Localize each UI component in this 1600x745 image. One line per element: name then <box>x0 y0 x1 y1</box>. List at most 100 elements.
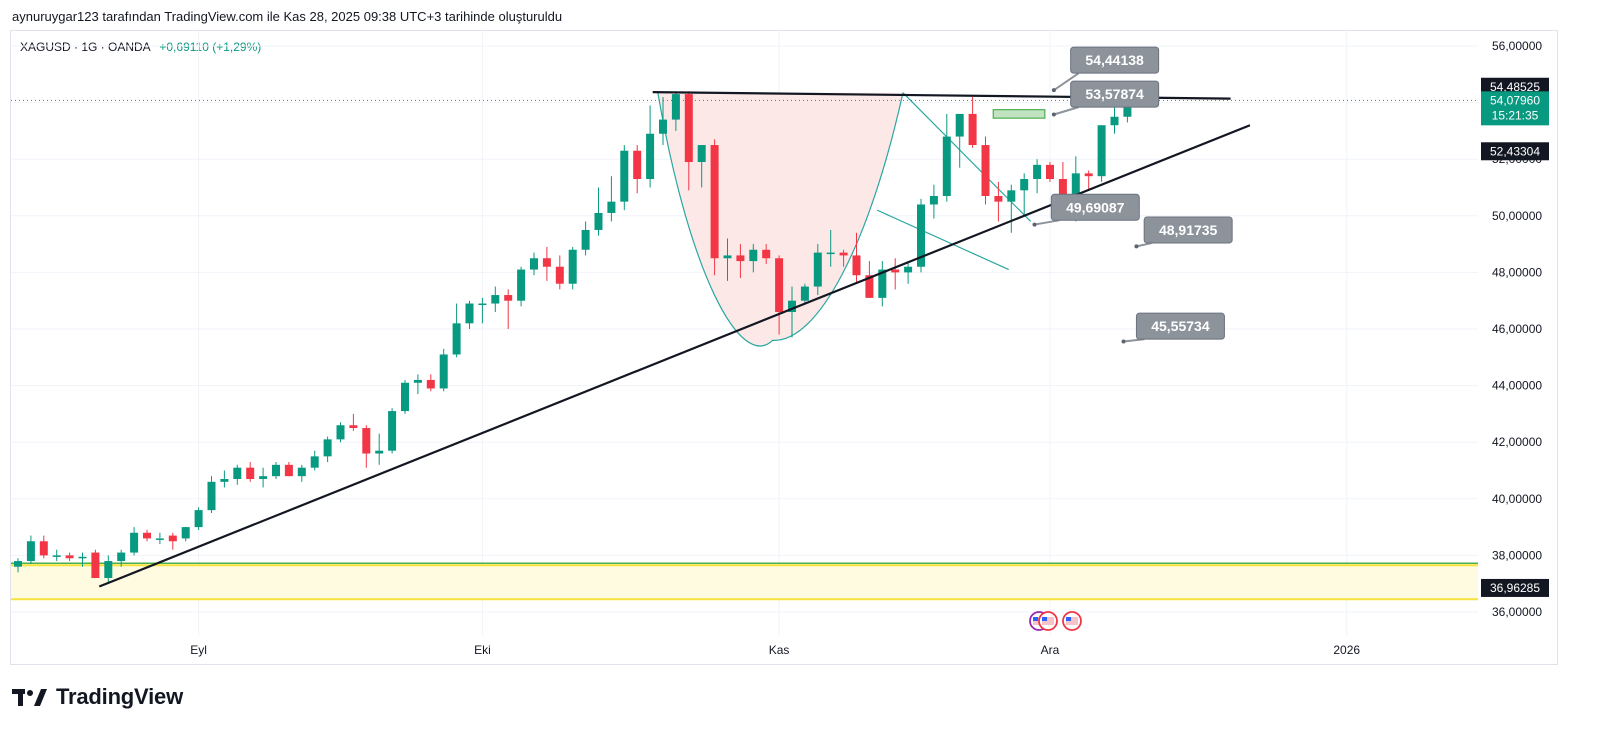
candle-body[interactable] <box>284 464 293 477</box>
candle-body[interactable] <box>942 136 951 196</box>
candle-body[interactable] <box>904 266 913 273</box>
candle-body[interactable] <box>323 439 332 457</box>
candle-body[interactable] <box>994 195 1003 202</box>
candle-body[interactable] <box>207 481 216 511</box>
candle-body[interactable] <box>620 150 629 202</box>
price-axis-tag[interactable] <box>1481 578 1549 597</box>
candle-body[interactable] <box>426 379 435 389</box>
candle-body[interactable] <box>1084 173 1093 177</box>
candle-body[interactable] <box>14 561 22 567</box>
candle-body[interactable] <box>684 94 693 163</box>
candle-body[interactable] <box>104 561 113 579</box>
candle-body[interactable] <box>65 555 74 559</box>
candle-body[interactable] <box>413 379 422 383</box>
candle-body[interactable] <box>697 145 706 163</box>
candle-body[interactable] <box>1046 164 1054 180</box>
candle-body[interactable] <box>800 286 809 301</box>
candle-body[interactable] <box>710 145 719 259</box>
candle-body[interactable] <box>336 425 345 440</box>
candle-body[interactable] <box>39 541 48 556</box>
cup-pattern-fill[interactable] <box>657 92 903 346</box>
candle-body[interactable] <box>272 464 280 477</box>
callout-box[interactable] <box>1050 193 1140 221</box>
candle-body[interactable] <box>349 425 358 429</box>
flag-lower-line[interactable] <box>876 209 1009 271</box>
candle-body[interactable] <box>362 428 371 454</box>
candle-body[interactable] <box>530 258 538 270</box>
cup-curve[interactable] <box>657 92 904 347</box>
candle-body[interactable] <box>452 323 461 355</box>
candle-body[interactable] <box>749 249 758 262</box>
candle-body[interactable] <box>671 94 680 120</box>
candle-body[interactable] <box>78 556 87 559</box>
candle-body[interactable] <box>1058 179 1067 196</box>
price-axis-tag[interactable] <box>1481 77 1549 96</box>
candle-body[interactable] <box>130 532 139 553</box>
callout-box[interactable] <box>1143 216 1233 244</box>
candle-body[interactable] <box>310 456 319 468</box>
candle-body[interactable] <box>220 478 229 482</box>
candle-body[interactable] <box>465 303 474 324</box>
candle-body[interactable] <box>594 212 603 230</box>
candle-body[interactable] <box>246 467 255 479</box>
candle-body[interactable] <box>852 255 861 276</box>
candle-body[interactable] <box>143 532 151 539</box>
candle-body[interactable] <box>542 258 551 267</box>
candle-body[interactable] <box>891 269 900 273</box>
candle-body[interactable] <box>297 467 306 477</box>
candle-body[interactable] <box>839 252 848 256</box>
candle-body[interactable] <box>955 113 964 137</box>
candle-body[interactable] <box>723 255 732 259</box>
last-price-tag[interactable] <box>1481 91 1549 126</box>
candle-body[interactable] <box>633 150 642 180</box>
price-axis-tag[interactable] <box>1481 142 1549 161</box>
candle-body[interactable] <box>259 476 268 479</box>
candle-body[interactable] <box>155 538 164 540</box>
candle-body[interactable] <box>865 275 874 298</box>
candle-body[interactable] <box>1097 125 1106 177</box>
candle-body[interactable] <box>968 113 977 146</box>
callout-box[interactable] <box>1135 312 1225 340</box>
candle-body[interactable] <box>788 300 796 313</box>
support-zone[interactable] <box>11 565 1478 600</box>
candle-body[interactable] <box>555 266 564 284</box>
chart-pane[interactable] <box>10 30 1558 665</box>
candle-body[interactable] <box>813 252 822 287</box>
candle-body[interactable] <box>981 145 990 196</box>
candle-body[interactable] <box>168 535 177 542</box>
callout-box[interactable] <box>1070 46 1160 74</box>
candle-body[interactable] <box>517 269 526 301</box>
candle-body[interactable] <box>1123 100 1132 117</box>
candle-body[interactable] <box>1033 164 1042 180</box>
candle-body[interactable] <box>568 249 577 284</box>
candle-body[interactable] <box>388 411 397 451</box>
candle-body[interactable] <box>1020 179 1029 191</box>
candle-body[interactable] <box>762 249 771 259</box>
candle-body[interactable] <box>775 258 784 313</box>
candle-body[interactable] <box>581 229 590 250</box>
candle-body[interactable] <box>117 552 126 562</box>
candle-body[interactable] <box>26 541 35 562</box>
symbol-legend[interactable]: XAGUSD · 1G · OANDA +0,69110 (+1,29%) <box>20 40 261 54</box>
highlight-box[interactable] <box>992 109 1046 119</box>
candle-body[interactable] <box>181 527 190 539</box>
candle-body[interactable] <box>826 252 835 255</box>
candle-body[interactable] <box>194 510 203 528</box>
candle-body[interactable] <box>1007 190 1016 202</box>
candle-body[interactable] <box>52 555 61 557</box>
candle-body[interactable] <box>375 450 384 454</box>
tradingview-brand[interactable]: TradingView <box>12 684 183 710</box>
callout-box[interactable] <box>1070 80 1160 108</box>
candle-body[interactable] <box>478 303 487 306</box>
candle-body[interactable] <box>491 295 500 304</box>
candle-body[interactable] <box>1110 116 1119 126</box>
candle-body[interactable] <box>1071 173 1080 196</box>
candle-body[interactable] <box>233 467 242 479</box>
candle-body[interactable] <box>878 269 887 298</box>
candle-body[interactable] <box>659 119 667 134</box>
candle-body[interactable] <box>439 354 448 389</box>
candle-body[interactable] <box>401 382 409 412</box>
candle-body[interactable] <box>917 204 925 267</box>
candle-body[interactable] <box>929 195 938 205</box>
